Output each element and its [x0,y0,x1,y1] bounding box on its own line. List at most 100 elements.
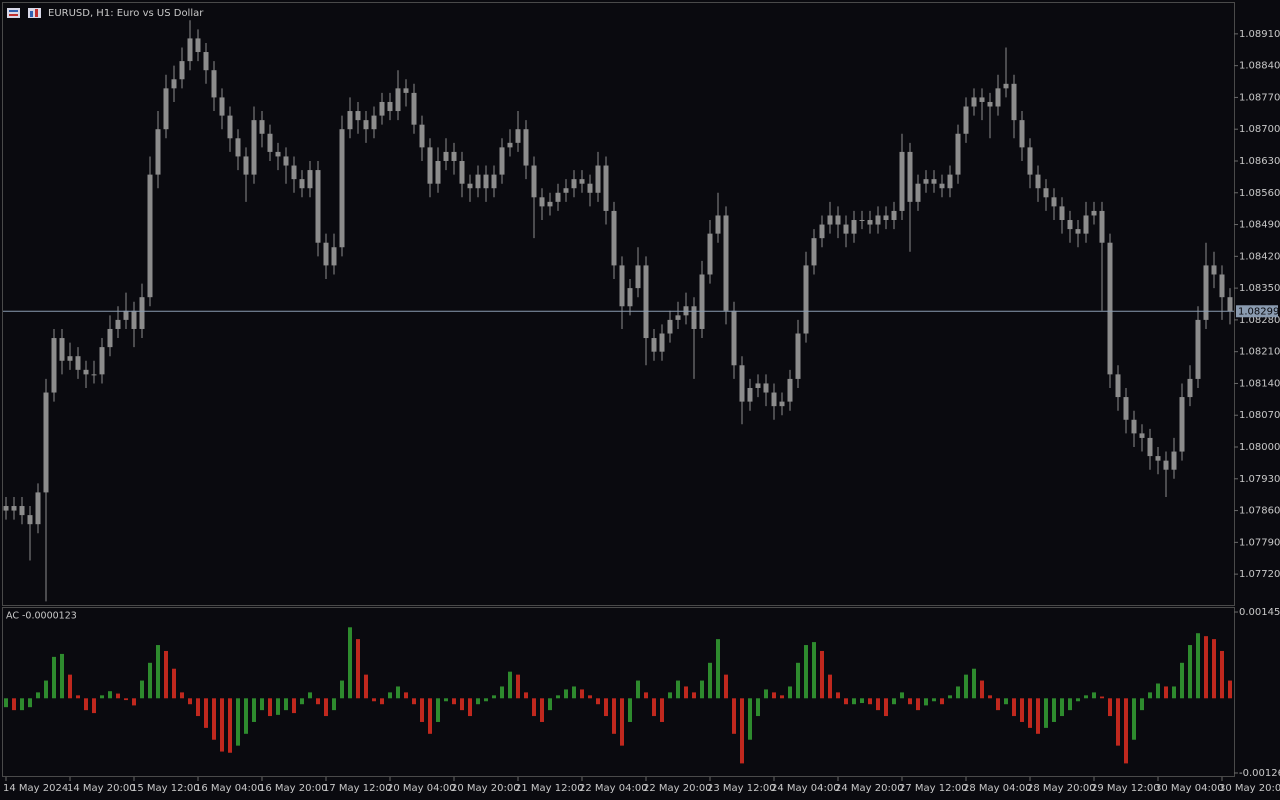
ac-bar [948,695,952,699]
y-tick-label: 1.08560 [1239,188,1280,199]
candle-body [939,183,945,189]
candle-body [1099,210,1105,243]
candle-body [1083,215,1089,234]
candle-body [91,374,97,376]
candle-body [203,52,209,71]
candle-body [803,265,809,334]
ac-bar [84,698,88,711]
ac-bar [860,698,864,704]
candle-body [339,129,345,248]
ac-bar [92,698,96,714]
ac-bar [780,695,784,699]
ac-bar [1220,650,1224,699]
candle-body [1171,451,1177,470]
ac-bar [932,698,936,702]
ac-bar [628,698,632,722]
ac-bar [380,698,384,705]
ac-bar [1172,686,1176,699]
candle-body [675,315,681,320]
ac-bar [1036,698,1040,734]
y-tick-label: 1.08910 [1239,29,1280,40]
ac-bar [300,698,304,705]
candle-body [811,238,817,266]
candle-body [211,70,217,98]
candle-body [483,174,489,189]
y-tick-label: 1.08000 [1239,442,1280,453]
candle-body [635,265,641,289]
ac-bar [228,698,232,753]
ac-bar [36,692,40,699]
ac-bar [1204,636,1208,699]
ac-bar [588,695,592,699]
candle-body [19,506,25,516]
y-tick-label: 1.08840 [1239,61,1280,72]
candle-body [67,356,73,361]
ac-bar [620,698,624,746]
ac-bar [460,698,464,711]
ac-bar [748,698,752,740]
candle-body [467,183,473,189]
y-tick-label: 1.08280 [1239,315,1280,326]
candle-body [419,124,425,148]
ac-bar [196,698,200,717]
ac-bar [1228,680,1232,699]
candle-body [587,183,593,193]
ac-bar [580,689,584,699]
ac-bar [612,698,616,734]
y-tick-label: 1.08210 [1239,347,1280,358]
ac-bar [732,698,736,734]
ac-bar [532,698,536,717]
ac-bar [1164,686,1168,699]
candle-body [219,97,225,116]
candle-body [411,92,417,125]
chart-title: EURUSD, H1: Euro vs US Dollar [48,8,204,19]
candle-body [107,328,113,348]
ac-bar [1012,698,1016,717]
candle-body [651,338,657,352]
ac-bar [716,639,720,699]
candle-body [787,378,793,402]
candle-body [1131,419,1137,434]
icon-list-line [9,10,18,12]
candle-body [43,392,49,493]
ac-bar [164,650,168,699]
candle-body [35,492,41,525]
candle-body [851,220,857,234]
candle-body [643,265,649,339]
ac-bar [756,698,760,717]
ac-bar [636,680,640,699]
candle-body [915,183,921,202]
candle-body [659,333,665,352]
icon-chart-bar [35,9,38,17]
candle-body [883,215,889,221]
candle-body [99,347,105,375]
ac-bar [276,698,280,715]
candle-body [547,201,553,207]
ac-bar [364,674,368,699]
candle-body [531,165,537,198]
x-tick-label: 17 May 12:00 [323,783,392,794]
ac-bar [1116,698,1120,746]
candle-body [27,515,33,525]
candle-body [747,387,753,402]
candle-body [987,101,993,107]
ac-bar [492,695,496,699]
candle-body [123,310,129,320]
candle-body [395,88,401,112]
y-tick-label: 1.08140 [1239,378,1280,389]
ac-bar [916,698,920,711]
candle-body [1011,83,1017,121]
ac-bar [516,674,520,699]
ac-bar [1060,698,1064,717]
ac-bar [4,698,8,708]
candle-body [923,179,929,184]
y-tick-label: 1.08070 [1239,410,1280,421]
candle-body [539,197,545,207]
y-tick-label: 1.07930 [1239,474,1280,485]
candle-body [59,338,65,361]
ac-bar [900,692,904,699]
candle-body [1163,460,1169,470]
icon-chart-bar [30,11,33,17]
candle-body [251,120,257,175]
